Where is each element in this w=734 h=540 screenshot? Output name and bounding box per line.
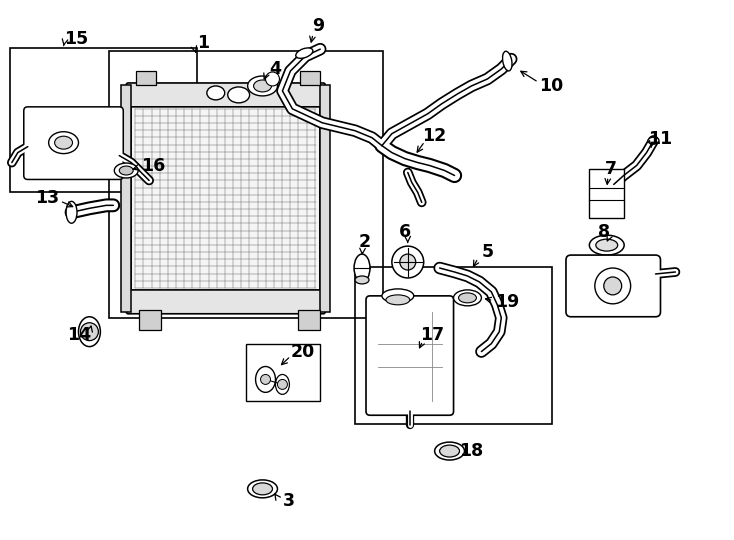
- FancyBboxPatch shape: [23, 107, 123, 179]
- Bar: [246, 343, 320, 401]
- Ellipse shape: [247, 480, 277, 498]
- Text: 14: 14: [68, 326, 92, 343]
- Bar: [355, 267, 552, 424]
- Text: 11: 11: [648, 130, 672, 147]
- Ellipse shape: [79, 317, 101, 347]
- Bar: [137, 71, 156, 85]
- Bar: [589, 168, 624, 218]
- Ellipse shape: [247, 76, 277, 96]
- Text: 18: 18: [459, 442, 484, 460]
- Text: 4: 4: [269, 60, 281, 78]
- Bar: [10, 48, 197, 192]
- Text: 5: 5: [482, 243, 493, 261]
- Circle shape: [81, 323, 98, 341]
- Bar: [298, 310, 320, 330]
- Text: 13: 13: [34, 190, 59, 207]
- Ellipse shape: [648, 137, 659, 144]
- Ellipse shape: [355, 276, 369, 284]
- Text: 20: 20: [290, 342, 314, 361]
- Ellipse shape: [252, 483, 272, 495]
- Ellipse shape: [454, 290, 482, 306]
- Text: 3: 3: [283, 492, 294, 510]
- Text: 15: 15: [65, 30, 89, 48]
- Bar: [320, 85, 330, 312]
- Text: 16: 16: [141, 157, 165, 174]
- Ellipse shape: [115, 163, 138, 178]
- Ellipse shape: [48, 132, 79, 153]
- Text: 8: 8: [597, 223, 610, 241]
- Ellipse shape: [503, 51, 512, 71]
- FancyBboxPatch shape: [566, 255, 661, 317]
- Circle shape: [266, 72, 280, 86]
- Ellipse shape: [386, 295, 410, 305]
- Ellipse shape: [596, 239, 618, 251]
- Text: 1: 1: [197, 34, 209, 52]
- Bar: [139, 310, 161, 330]
- Bar: [131, 105, 320, 292]
- Circle shape: [277, 380, 288, 389]
- Circle shape: [400, 254, 415, 270]
- Bar: [300, 71, 320, 85]
- Text: 2: 2: [359, 233, 371, 251]
- Circle shape: [392, 246, 424, 278]
- Ellipse shape: [459, 293, 476, 303]
- Ellipse shape: [120, 166, 133, 175]
- Bar: [121, 85, 131, 312]
- Circle shape: [604, 277, 622, 295]
- Ellipse shape: [589, 235, 624, 255]
- Text: 17: 17: [420, 326, 444, 343]
- Ellipse shape: [54, 136, 73, 149]
- Text: 6: 6: [399, 223, 411, 241]
- Ellipse shape: [255, 367, 275, 393]
- Text: 9: 9: [312, 17, 324, 35]
- Bar: [109, 51, 383, 318]
- Ellipse shape: [253, 80, 272, 92]
- Text: 19: 19: [495, 293, 520, 311]
- FancyBboxPatch shape: [126, 83, 325, 107]
- Text: 12: 12: [423, 127, 447, 145]
- Circle shape: [595, 268, 631, 304]
- Ellipse shape: [382, 289, 414, 303]
- Ellipse shape: [207, 86, 225, 100]
- Ellipse shape: [440, 445, 459, 457]
- Circle shape: [261, 374, 271, 384]
- Ellipse shape: [275, 374, 289, 394]
- Ellipse shape: [296, 48, 313, 58]
- Ellipse shape: [435, 442, 465, 460]
- Text: 7: 7: [605, 159, 617, 178]
- Ellipse shape: [354, 254, 370, 282]
- Ellipse shape: [66, 201, 77, 223]
- Ellipse shape: [228, 87, 250, 103]
- Text: 10: 10: [539, 77, 563, 95]
- FancyBboxPatch shape: [126, 290, 325, 314]
- FancyBboxPatch shape: [366, 296, 454, 415]
